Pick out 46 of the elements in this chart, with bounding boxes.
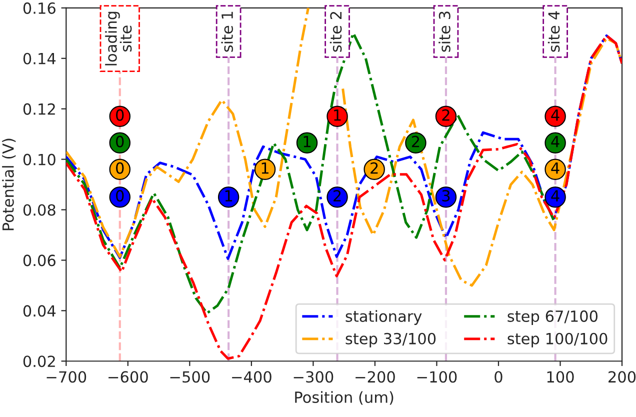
- x-tick-label: −700: [46, 371, 86, 383]
- annotation: 2: [442, 109, 450, 121]
- legend-label: step 33/100: [346, 332, 436, 348]
- y-tick-label: 0.02: [23, 356, 55, 368]
- y-tick-label: 0.08: [23, 204, 56, 216]
- y-tick-label: 0.10: [23, 154, 56, 166]
- y-axis-title: Potential (V): [2, 138, 16, 230]
- ref-line-label: site 4: [548, 11, 560, 52]
- ref-line-label: loading site: [105, 12, 132, 66]
- annotation: 1: [334, 109, 341, 121]
- x-axis-title: Position (um): [295, 391, 394, 405]
- legend-label: stationary: [346, 310, 422, 325]
- annotation: 1: [262, 162, 268, 174]
- y-tick-label: 0.12: [23, 103, 55, 115]
- x-tick-label: −400: [232, 371, 272, 383]
- annotation: 0: [116, 109, 124, 121]
- legend-label: step 67/100: [508, 310, 598, 325]
- annotation: 2: [334, 190, 341, 202]
- annotation: 4: [551, 136, 560, 148]
- annotation: 3: [442, 190, 450, 202]
- x-tick-label: 200: [608, 371, 636, 383]
- annotation: 1: [225, 190, 232, 202]
- x-tick-label: 100: [547, 371, 574, 383]
- ref-line-label: site 2: [330, 12, 342, 52]
- annotation: 1: [304, 136, 310, 148]
- x-tick-label: −200: [356, 371, 395, 383]
- y-tick-label: 0.04: [23, 305, 56, 317]
- legend-label: step 100/100: [508, 332, 608, 348]
- annotation: 4: [551, 162, 560, 174]
- annotation: 2: [412, 136, 420, 148]
- y-tick-label: 0.06: [23, 254, 56, 266]
- annotation: 2: [370, 162, 378, 174]
- x-tick-label: −100: [417, 371, 457, 383]
- annotation: 0: [116, 162, 124, 174]
- x-tick-label: −300: [294, 371, 334, 383]
- annotation: 4: [551, 109, 560, 121]
- annotation: 0: [116, 190, 124, 202]
- x-tick-label: −600: [108, 371, 148, 383]
- y-tick-label: 0.14: [23, 52, 56, 64]
- x-tick-label: 0: [494, 371, 502, 383]
- annotation: 0: [116, 136, 124, 148]
- annotation: 4: [551, 190, 560, 202]
- ref-line-label: site 1: [221, 12, 234, 52]
- x-tick-label: −500: [170, 371, 210, 383]
- y-tick-label: 0.16: [23, 2, 56, 14]
- ref-line-label: site 3: [438, 12, 450, 52]
